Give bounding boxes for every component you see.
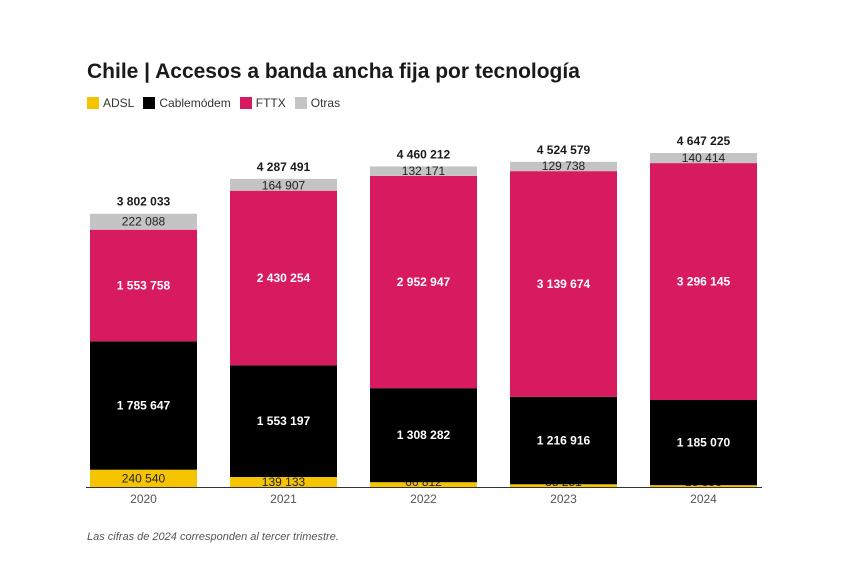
bar-segment-adsl-2023	[510, 484, 617, 487]
legend-item-adsl: ADSL	[87, 96, 134, 110]
bar-segment-fttx-2022	[370, 175, 477, 389]
bar-segment-adsl-2024	[650, 485, 757, 487]
data-label-otras-2021: 164 907	[262, 179, 306, 193]
x-tick-label-2021: 2021	[270, 492, 297, 506]
total-label-2021: 4 287 491	[257, 160, 311, 174]
legend-item-otras: Otras	[294, 96, 341, 110]
data-label-adsl-2020: 240 540	[122, 471, 166, 485]
data-label-cablemodem-2020: 1 785 647	[117, 399, 171, 413]
legend-swatch-adsl	[87, 97, 99, 109]
bar-segment-adsl-2021	[230, 477, 337, 487]
data-label-adsl-2021: 139 133	[262, 475, 306, 489]
legend-item-cablemodem: Cablemódem	[143, 96, 231, 110]
bar-segment-cablemodem-2020	[90, 341, 197, 470]
legend-swatch-cablemodem	[143, 97, 156, 109]
total-label-2024: 4 647 225	[677, 134, 731, 148]
legend-label-otras: Otras	[310, 96, 341, 110]
data-label-fttx-2022: 2 952 947	[397, 275, 451, 289]
data-label-otras-2024: 140 414	[682, 151, 726, 165]
x-tick-label-2020: 2020	[130, 492, 157, 506]
legend-swatch-otras	[294, 97, 307, 109]
data-label-cablemodem-2021: 1 553 197	[257, 414, 311, 428]
legend-item-fttx: FTTX	[239, 96, 286, 110]
x-tick-label-2022: 2022	[410, 492, 437, 506]
bar-segment-cablemodem-2024	[650, 399, 757, 486]
data-label-cablemodem-2023: 1 216 916	[537, 434, 591, 448]
bar-segment-otras-2023	[510, 161, 617, 172]
chart-title: Chile | Accesos a banda ancha fija por t…	[87, 60, 580, 83]
bar-segment-cablemodem-2022	[370, 388, 477, 483]
data-label-fttx-2023: 3 139 674	[537, 277, 591, 291]
legend-label-cablemodem: Cablemódem	[159, 96, 231, 110]
bar-segment-cablemodem-2021	[230, 365, 337, 478]
bar-segment-fttx-2023	[510, 171, 617, 397]
bar-segment-fttx-2021	[230, 190, 337, 366]
x-tick-label-2024: 2024	[690, 492, 717, 506]
chart-legend: ADSL Cablemódem FTTX Otras	[87, 96, 349, 110]
data-label-fttx-2020: 1 553 758	[117, 279, 171, 293]
bar-segment-otras-2020	[90, 213, 197, 230]
total-label-2023: 4 524 579	[537, 143, 591, 157]
legend-label-fttx: FTTX	[255, 96, 286, 110]
bar-segment-adsl-2022	[370, 482, 477, 487]
legend-label-adsl: ADSL	[103, 96, 135, 110]
data-label-fttx-2021: 2 430 254	[257, 271, 311, 285]
total-label-2022: 4 460 212	[397, 147, 451, 161]
data-label-fttx-2024: 3 296 145	[677, 275, 731, 289]
bar-segment-fttx-2024	[650, 163, 757, 400]
data-label-otras-2020: 222 088	[122, 215, 166, 229]
bar-segment-fttx-2020	[90, 229, 197, 342]
bar-segment-otras-2024	[650, 153, 757, 164]
bar-segment-adsl-2020	[90, 469, 197, 487]
data-label-otras-2023: 129 738	[542, 159, 586, 173]
footnote: Las cifras de 2024 corresponden al terce…	[87, 531, 339, 543]
legend-swatch-fttx	[239, 97, 252, 109]
x-tick-label-2023: 2023	[550, 492, 577, 506]
data-label-cablemodem-2024: 1 185 070	[677, 436, 731, 450]
total-label-2020: 3 802 033	[117, 195, 171, 209]
bar-segment-otras-2022	[370, 166, 477, 176]
data-label-cablemodem-2022: 1 308 282	[397, 428, 451, 442]
bar-segment-cablemodem-2023	[510, 396, 617, 485]
data-label-otras-2022: 132 171	[402, 164, 446, 178]
bar-segment-otras-2021	[230, 178, 337, 191]
